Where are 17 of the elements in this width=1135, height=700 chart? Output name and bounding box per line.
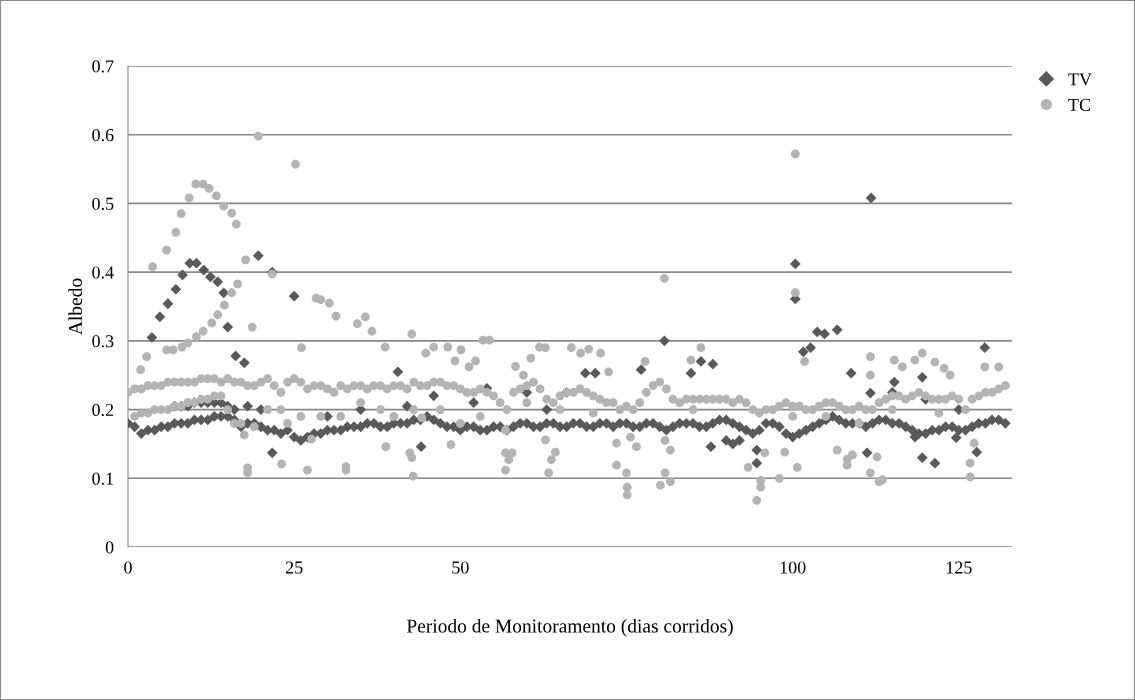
y-tick-label: 0.7 (92, 60, 114, 73)
y-tick-label: 0.6 (92, 128, 114, 142)
y-axis-title: Albedo (68, 278, 83, 335)
x-tick-label: 125 (946, 561, 972, 574)
x-tick-label: 100 (780, 561, 806, 574)
legend-label: TV (1068, 73, 1092, 86)
y-tick-label: 0 (105, 541, 114, 554)
y-tick-label: 0.3 (92, 335, 114, 348)
y-tick-label: 0.1 (92, 472, 114, 485)
y-tick-label: 0.2 (92, 403, 114, 417)
legend-label: TC (1068, 98, 1091, 111)
x-tick-label: 25 (285, 561, 303, 574)
x-tick-label: 50 (452, 561, 469, 574)
x-axis-title: Periodo de Monitoramento (dias corridos) (406, 618, 733, 637)
y-tick-label: 0.5 (92, 197, 114, 210)
y-tick-label: 0.4 (92, 266, 114, 279)
x-tick-label: 0 (124, 561, 132, 574)
